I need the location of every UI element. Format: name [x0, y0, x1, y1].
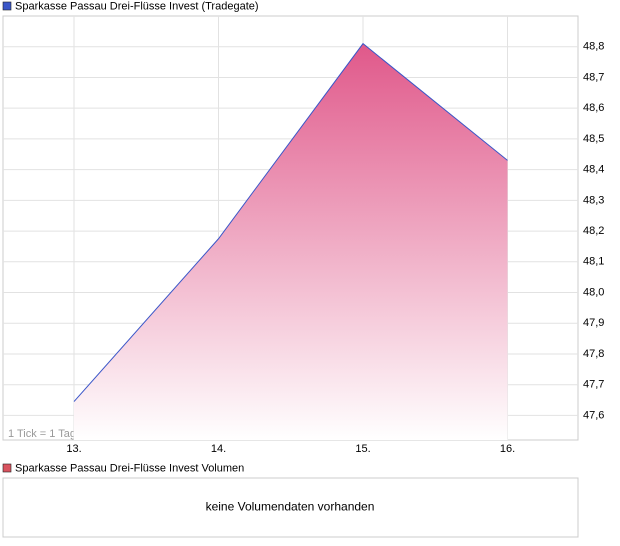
y-tick-label: 48,3 — [583, 194, 604, 206]
volume-title: Sparkasse Passau Drei-Flüsse Invest Volu… — [15, 462, 244, 474]
legend-swatch — [2, 1, 12, 11]
y-tick-label: 48,0 — [583, 286, 604, 298]
x-tick-label: 16. — [500, 443, 515, 455]
y-tick-label: 48,1 — [583, 256, 604, 268]
y-tick-label: 47,6 — [583, 409, 604, 421]
legend-swatch — [2, 463, 12, 473]
x-tick-label: 14. — [211, 443, 226, 455]
y-tick-label: 48,5 — [583, 133, 604, 145]
volume-panel — [2, 477, 579, 538]
y-tick-label: 47,7 — [583, 379, 604, 391]
area — [74, 43, 508, 441]
volume-message: keine Volumendaten vorhanden — [206, 500, 375, 514]
x-tick-label: 15. — [355, 443, 370, 455]
y-tick-label: 48,4 — [583, 164, 604, 176]
x-tick-label: 13. — [66, 443, 81, 455]
y-tick-label: 47,9 — [583, 317, 604, 329]
legend-label: Sparkasse Passau Drei-Flüsse Invest (Tra… — [15, 0, 259, 12]
y-tick-label: 48,7 — [583, 71, 604, 83]
y-tick-label: 47,8 — [583, 348, 604, 360]
annotation: 1 Tick = 1 Tag — [8, 428, 76, 440]
line — [73, 42, 508, 402]
y-tick-label: 48,2 — [583, 225, 604, 237]
y-tick-label: 48,6 — [583, 102, 604, 114]
y-tick-label: 48,8 — [583, 41, 604, 53]
